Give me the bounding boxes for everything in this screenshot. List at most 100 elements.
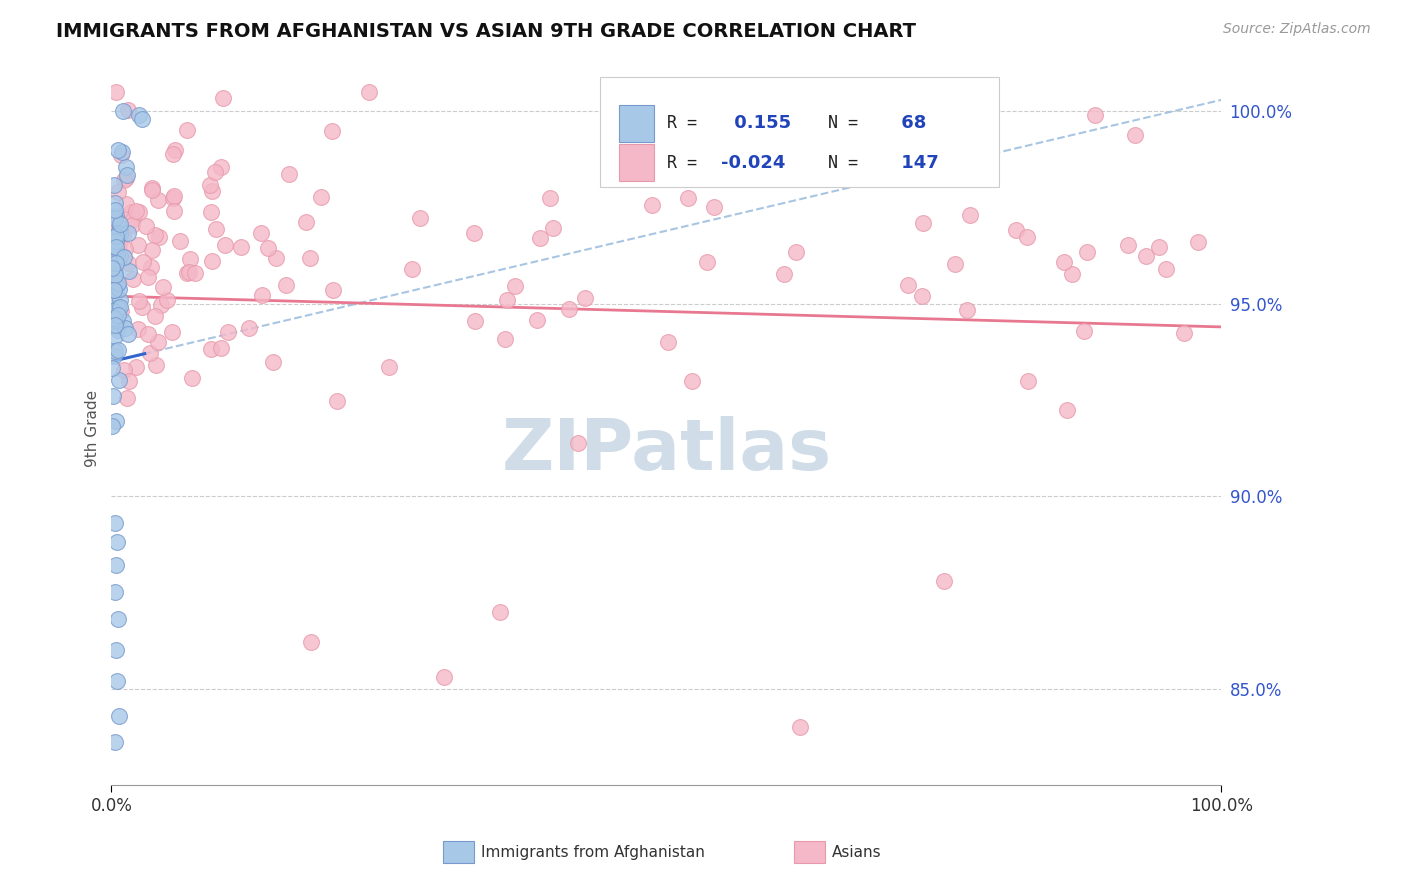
- Point: [409, 211, 432, 226]
- Text: Source: ZipAtlas.com: Source: ZipAtlas.com: [1223, 22, 1371, 37]
- Point: [357, 85, 380, 99]
- Point: [464, 314, 486, 328]
- Point: [526, 313, 548, 327]
- Point: [108, 249, 131, 263]
- Point: [146, 193, 169, 207]
- Point: [101, 254, 124, 268]
- Point: [911, 289, 934, 303]
- Point: [276, 278, 298, 293]
- Point: [145, 309, 167, 323]
- Point: [322, 283, 344, 297]
- Point: [1056, 403, 1078, 417]
- Point: [104, 209, 127, 223]
- Point: [1076, 245, 1098, 260]
- Point: [959, 208, 981, 222]
- Point: [108, 293, 131, 307]
- Point: [703, 200, 725, 214]
- Point: [125, 204, 148, 219]
- Point: [696, 255, 718, 269]
- Point: [773, 267, 796, 281]
- Point: [131, 300, 153, 314]
- Point: [103, 293, 125, 307]
- Point: [110, 304, 132, 318]
- Point: [145, 228, 167, 243]
- Point: [433, 670, 456, 684]
- Point: [238, 320, 260, 334]
- Point: [111, 145, 134, 160]
- Point: [278, 168, 301, 182]
- Point: [104, 516, 127, 530]
- Y-axis label: 9th Grade: 9th Grade: [86, 391, 100, 467]
- Point: [107, 323, 129, 337]
- Point: [217, 325, 239, 339]
- Point: [1060, 267, 1083, 281]
- Point: [107, 186, 129, 200]
- Point: [118, 263, 141, 277]
- Point: [1073, 324, 1095, 338]
- Point: [149, 297, 172, 311]
- Point: [107, 301, 129, 315]
- Point: [169, 234, 191, 248]
- Point: [183, 266, 205, 280]
- Point: [209, 161, 232, 175]
- Point: [104, 585, 127, 599]
- Point: [121, 212, 143, 227]
- Point: [262, 355, 284, 369]
- Point: [118, 374, 141, 388]
- Point: [107, 143, 129, 157]
- Point: [108, 227, 131, 242]
- Point: [214, 238, 236, 252]
- Point: [1123, 128, 1146, 142]
- Point: [127, 322, 149, 336]
- Point: [105, 414, 128, 428]
- Point: [152, 280, 174, 294]
- Point: [103, 284, 125, 298]
- Text: R =: R =: [668, 114, 697, 132]
- Point: [108, 218, 131, 232]
- Point: [104, 234, 127, 248]
- Point: [128, 108, 150, 122]
- Point: [110, 147, 132, 161]
- Point: [266, 251, 288, 265]
- Point: [104, 196, 127, 211]
- Text: R =: R =: [668, 153, 697, 171]
- Point: [538, 191, 561, 205]
- Point: [105, 85, 128, 99]
- Point: [100, 418, 122, 433]
- Point: [299, 635, 322, 649]
- Point: [112, 173, 135, 187]
- Point: [104, 211, 127, 226]
- Point: [114, 171, 136, 186]
- Point: [111, 248, 134, 262]
- Point: [104, 211, 127, 225]
- Point: [107, 226, 129, 240]
- Point: [105, 278, 128, 293]
- Point: [104, 558, 127, 573]
- Point: [104, 231, 127, 245]
- Point: [104, 313, 127, 327]
- Point: [231, 240, 253, 254]
- Point: [103, 389, 125, 403]
- FancyBboxPatch shape: [619, 145, 654, 181]
- Point: [503, 279, 526, 293]
- Point: [105, 256, 128, 270]
- Point: [114, 242, 136, 256]
- Point: [136, 326, 159, 341]
- Point: [567, 435, 589, 450]
- Text: 147: 147: [896, 153, 939, 171]
- Point: [101, 360, 124, 375]
- Point: [121, 218, 143, 232]
- Point: [148, 230, 170, 244]
- Point: [127, 237, 149, 252]
- Point: [1084, 108, 1107, 122]
- Point: [112, 363, 135, 377]
- Point: [107, 343, 129, 357]
- Point: [463, 226, 485, 240]
- Point: [145, 359, 167, 373]
- Point: [1116, 238, 1139, 252]
- Point: [136, 270, 159, 285]
- Point: [146, 335, 169, 350]
- Point: [105, 535, 128, 549]
- Point: [115, 196, 138, 211]
- Point: [176, 123, 198, 137]
